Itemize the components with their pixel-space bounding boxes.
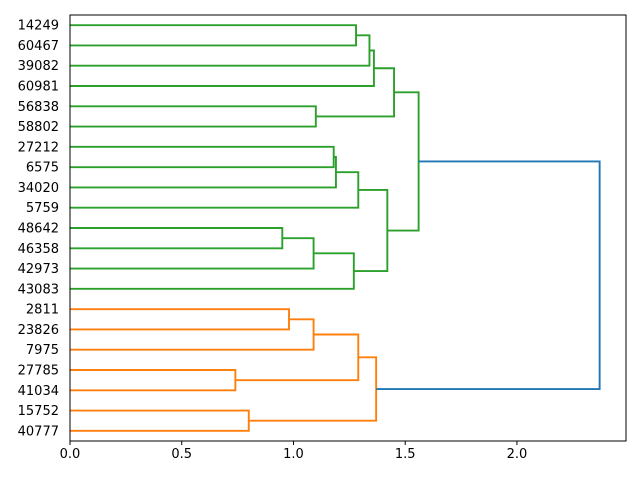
dendrogram-link	[70, 227, 284, 250]
leaf-label: 23826	[18, 323, 59, 338]
dendrogram-link	[70, 145, 335, 169]
leaf-label: 7975	[26, 343, 59, 358]
leaf-label: 48642	[18, 222, 59, 237]
dendrogram-link	[70, 49, 375, 87]
dendrogram-link	[70, 369, 237, 392]
dendrogram-link	[70, 237, 315, 270]
dendrogram-link	[70, 409, 250, 432]
plot-frame	[69, 14, 627, 442]
leaf-label: 56838	[18, 100, 59, 115]
leaf-label: 2811	[26, 303, 59, 318]
dendrogram-link	[353, 189, 389, 273]
leaf-label: 40777	[18, 424, 59, 439]
leaf-label: 46358	[18, 242, 59, 257]
leaf-label: 14249	[18, 19, 59, 34]
dendrogram-link	[70, 156, 337, 189]
dendrogram-link	[235, 333, 360, 382]
x-tick-label: 0.0	[60, 447, 81, 462]
leaf-label: 60467	[18, 39, 59, 54]
x-tick-label: 0.5	[171, 447, 192, 462]
leaf-label: 6575	[26, 161, 59, 176]
dendrogram-link	[315, 67, 395, 118]
leaf-label: 58802	[18, 120, 59, 135]
leaf-label: 39082	[18, 59, 59, 74]
leaf-label: 27212	[18, 140, 59, 155]
leaf-label: 27785	[18, 364, 59, 379]
leaf-label: 34020	[18, 181, 59, 196]
leaf-label: 60981	[18, 80, 59, 95]
dendrogram-link	[248, 356, 378, 422]
dendrogram-link	[387, 91, 420, 232]
leaf-label: 41034	[18, 384, 59, 399]
leaf-label: 42973	[18, 262, 59, 277]
x-tick-label: 1.0	[283, 447, 304, 462]
leaf-label: 15752	[18, 404, 59, 419]
leaf-label: 43083	[18, 282, 59, 297]
dendrogram-link	[70, 252, 355, 290]
dendrogram-link	[70, 318, 315, 351]
dendrogram-link	[70, 105, 317, 128]
dendrogram-link	[70, 24, 357, 47]
x-tick-label: 1.5	[395, 447, 416, 462]
dendrogram-link	[70, 34, 371, 67]
dendrogram-link	[70, 308, 290, 331]
dendrogram-link	[70, 171, 360, 209]
dendrogram-link	[376, 160, 601, 390]
leaf-label: 5759	[26, 201, 59, 216]
x-tick-label: 2.0	[507, 447, 528, 462]
